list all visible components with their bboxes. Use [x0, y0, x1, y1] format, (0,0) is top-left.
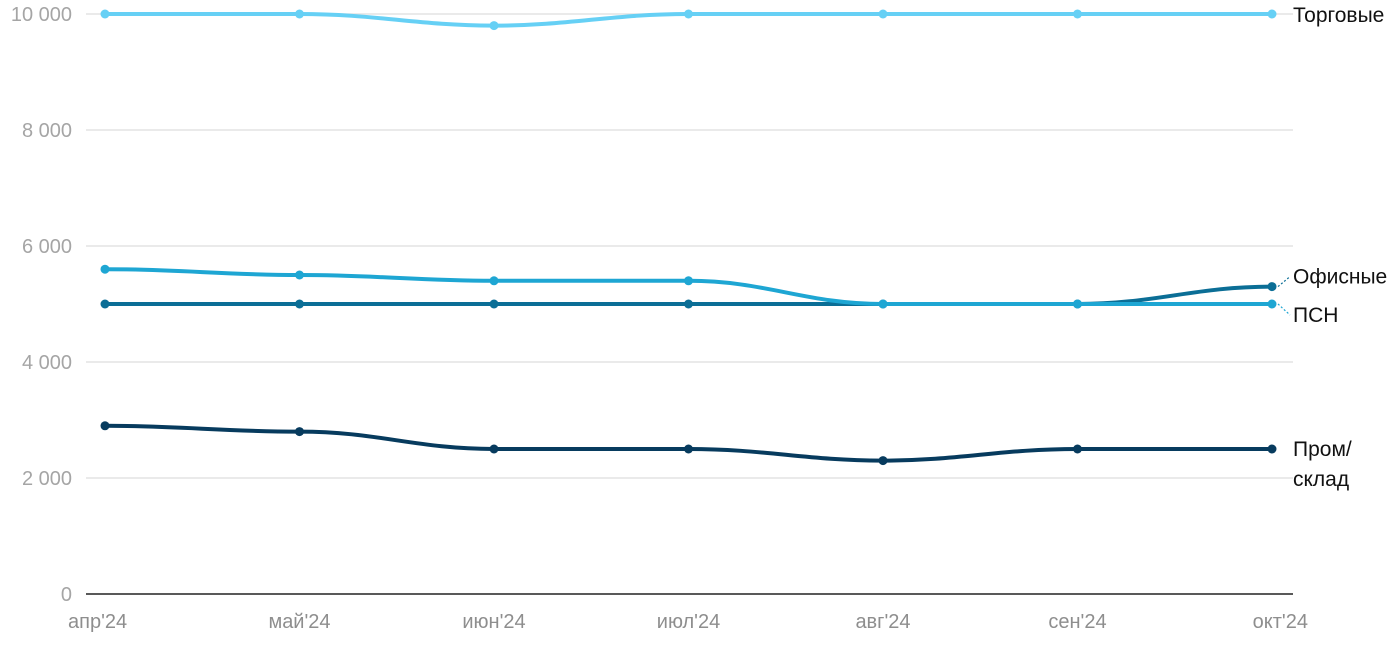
x-tick-label: июл'24	[657, 611, 720, 633]
series-label-line: склад	[1293, 468, 1349, 491]
label-leader-office	[1277, 276, 1291, 288]
series-labels: Торговые Офисные ПСН Пром/склад	[1277, 4, 1387, 491]
x-axis-ticks: апр'24 май'24 июн'24 июл'24 авг'24 сен'24 окт'…	[68, 611, 1308, 633]
x-tick-label: окт'24	[1253, 611, 1308, 633]
y-tick-label: 8 000	[22, 120, 72, 142]
y-tick-label: 10 000	[11, 4, 72, 26]
data-point	[684, 299, 693, 309]
series-label-office: Офисные	[1293, 266, 1387, 289]
data-point	[1267, 299, 1277, 309]
series-label-line: Офисные	[1293, 266, 1387, 289]
series-label-trade: Торговые	[1293, 4, 1384, 27]
x-tick-label: сен'24	[1048, 611, 1106, 633]
data-point	[489, 276, 499, 286]
series-label-psn: ПСН	[1293, 304, 1338, 327]
data-point	[1073, 299, 1082, 309]
series-label-line: Торговые	[1293, 4, 1384, 27]
y-tick-label: 6 000	[22, 236, 72, 258]
data-point	[1073, 444, 1082, 454]
series-trade	[100, 9, 1277, 31]
data-point	[684, 9, 693, 19]
data-point	[100, 9, 110, 19]
series-label-warehouse: Пром/склад	[1293, 438, 1352, 491]
data-point	[100, 299, 110, 309]
y-tick-label: 0	[61, 584, 72, 606]
y-tick-label: 4 000	[22, 352, 72, 374]
x-tick-label: авг'24	[855, 611, 910, 633]
series-warehouse	[100, 421, 1277, 466]
data-point	[489, 21, 499, 31]
data-point	[878, 9, 888, 19]
x-tick-label: июн'24	[462, 611, 525, 633]
data-point	[878, 456, 888, 466]
data-point	[295, 9, 304, 19]
series-label-line: Пром/	[1293, 438, 1352, 461]
data-point	[100, 264, 110, 274]
data-point	[295, 427, 304, 437]
data-point	[1267, 9, 1277, 19]
data-point	[1073, 9, 1082, 19]
data-point	[684, 276, 693, 286]
series	[100, 9, 1277, 466]
data-point	[489, 299, 499, 309]
data-point	[295, 299, 304, 309]
data-point	[489, 444, 499, 454]
data-point	[878, 299, 888, 309]
data-point	[295, 270, 304, 280]
data-point	[100, 421, 110, 431]
x-tick-label: апр'24	[68, 611, 127, 633]
label-leader-psn	[1277, 303, 1291, 316]
y-axis-ticks: 0 2 000 4 000 6 000 8 000 10 000	[11, 4, 72, 606]
data-point	[1267, 444, 1277, 454]
series-label-line: ПСН	[1293, 304, 1338, 327]
y-tick-label: 2 000	[22, 468, 72, 490]
series-line-warehouse	[103, 423, 1274, 463]
series-line-psn	[103, 267, 1274, 307]
data-point	[684, 444, 693, 454]
x-tick-label: май'24	[268, 611, 330, 633]
data-point	[1267, 282, 1277, 292]
series-psn	[100, 264, 1277, 309]
